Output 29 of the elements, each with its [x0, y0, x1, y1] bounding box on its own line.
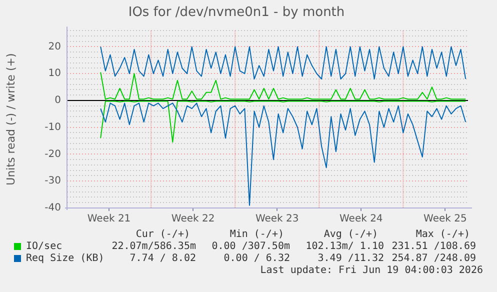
text: Avg (-/+)	[324, 228, 378, 241]
y-tick-label: -20	[44, 148, 61, 160]
y-tick-label: 20	[48, 41, 61, 52]
text: Cur (-/+)	[136, 228, 190, 241]
text: Max (-/+)	[416, 228, 470, 241]
text: 254.87 /248.09	[392, 252, 476, 265]
text: 3.49 /11.32	[318, 252, 384, 265]
text: 22.07m/586.35m	[112, 240, 196, 253]
text: Last update: Fri Jun 19 04:00:03 2026	[260, 264, 483, 277]
x-tick-label: Week 23	[255, 214, 299, 225]
text: Min (-/+)	[230, 228, 284, 241]
x-tick-label: Week 25	[424, 214, 467, 225]
text: 0.00 / 6.32	[224, 252, 290, 265]
y-tick-label: -30	[44, 176, 61, 187]
x-tick-label: Week 21	[87, 214, 131, 225]
text: 231.51 /108.69	[392, 240, 476, 253]
y-tick-label: 0	[54, 95, 61, 106]
x-tick-label: Week 24	[339, 214, 383, 225]
text: 0.00 /307.50m	[212, 240, 290, 253]
legend-label: IO/sec	[26, 240, 62, 253]
y-tick-label: -40	[44, 202, 61, 214]
text: 7.74 / 8.02	[130, 252, 196, 265]
y-tick-label: -10	[44, 122, 61, 133]
y-tick-label: 10	[48, 68, 61, 80]
legend-label: Req Size (KB)	[26, 252, 104, 265]
x-tick-label: Week 22	[171, 214, 215, 225]
text: 102.13m/ 1.10	[306, 240, 384, 253]
chart-title: IOs for /dev/nvme0n1 - by month	[128, 5, 345, 20]
y-axis-title: Units read (-) / write (+)	[4, 53, 18, 186]
